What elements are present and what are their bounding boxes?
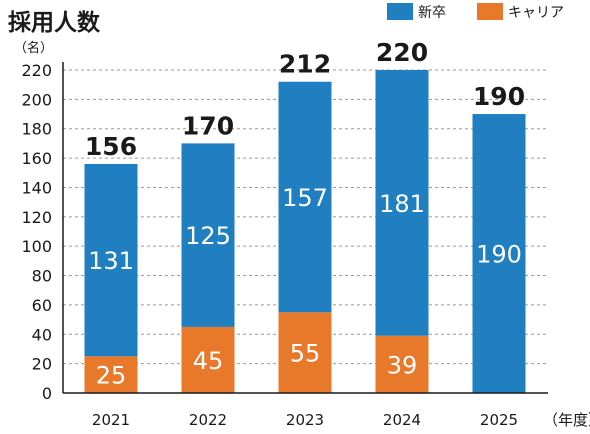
bar-value-label: 45: [193, 347, 224, 375]
bar-segment: [278, 81, 332, 313]
bar-total-label: 170: [182, 111, 234, 140]
legend-label: キャリア: [508, 5, 564, 21]
y-tick-label: 160: [21, 149, 52, 168]
y-axis-unit-label: （名）: [14, 40, 53, 56]
bar-total-label: 220: [376, 38, 428, 67]
legend-swatch: [387, 3, 413, 20]
x-tick-label: 2025: [480, 411, 518, 429]
bar-value-label: 39: [387, 351, 418, 379]
gridlines: 0 20 40 60 80 100 120 140 160 180 200 220: [21, 61, 548, 403]
y-tick-label: 180: [21, 120, 52, 139]
bar-segment: [375, 70, 429, 336]
legend-label: 新卒: [418, 5, 446, 21]
y-tick-label: 140: [21, 178, 52, 197]
x-axis-unit-label: （年度）: [543, 411, 590, 429]
bars: 25 131 156 45 125 170 55 157 212 39 181 220 190 190: [84, 38, 526, 393]
bar-total-label: 190: [473, 82, 525, 111]
bar-segment: [375, 335, 429, 393]
y-tick-label: 200: [21, 90, 52, 109]
bar-value-label: 25: [96, 362, 127, 390]
chart-title: 採用人数: [8, 10, 101, 36]
bar-value-label: 190: [476, 241, 522, 269]
bar-value-label: 125: [185, 222, 231, 250]
x-tick-label: 2023: [286, 411, 324, 429]
bar-total-label: 156: [85, 132, 137, 161]
x-axis-ticks: 2021 2022 2023 2024 2025: [92, 411, 518, 429]
bar-value-label: 181: [379, 190, 425, 218]
y-tick-label: 0: [42, 384, 52, 403]
x-tick-label: 2022: [189, 411, 227, 429]
y-tick-label: 120: [21, 208, 52, 227]
legend: 新卒 キャリア: [387, 3, 564, 21]
bar-segment: [84, 163, 138, 357]
bar-segment: [84, 356, 138, 393]
bar-total-label: 212: [279, 50, 331, 79]
x-tick-label: 2024: [383, 411, 421, 429]
y-tick-label: 80: [32, 267, 52, 286]
y-tick-label: 20: [32, 355, 52, 374]
y-tick-label: 220: [21, 61, 52, 80]
y-tick-label: 60: [32, 296, 52, 315]
legend-swatch: [477, 3, 503, 20]
bar-value-label: 157: [282, 184, 328, 212]
bar-value-label: 131: [88, 247, 134, 275]
x-tick-label: 2021: [92, 411, 130, 429]
y-tick-label: 40: [32, 325, 52, 344]
bar-segment: [181, 326, 235, 393]
y-tick-label: 100: [21, 237, 52, 256]
bar-segment: [472, 114, 526, 393]
bar-segment: [278, 312, 332, 393]
axes: [62, 62, 548, 394]
bar-segment: [181, 143, 235, 327]
bar-value-label: 55: [290, 340, 321, 368]
